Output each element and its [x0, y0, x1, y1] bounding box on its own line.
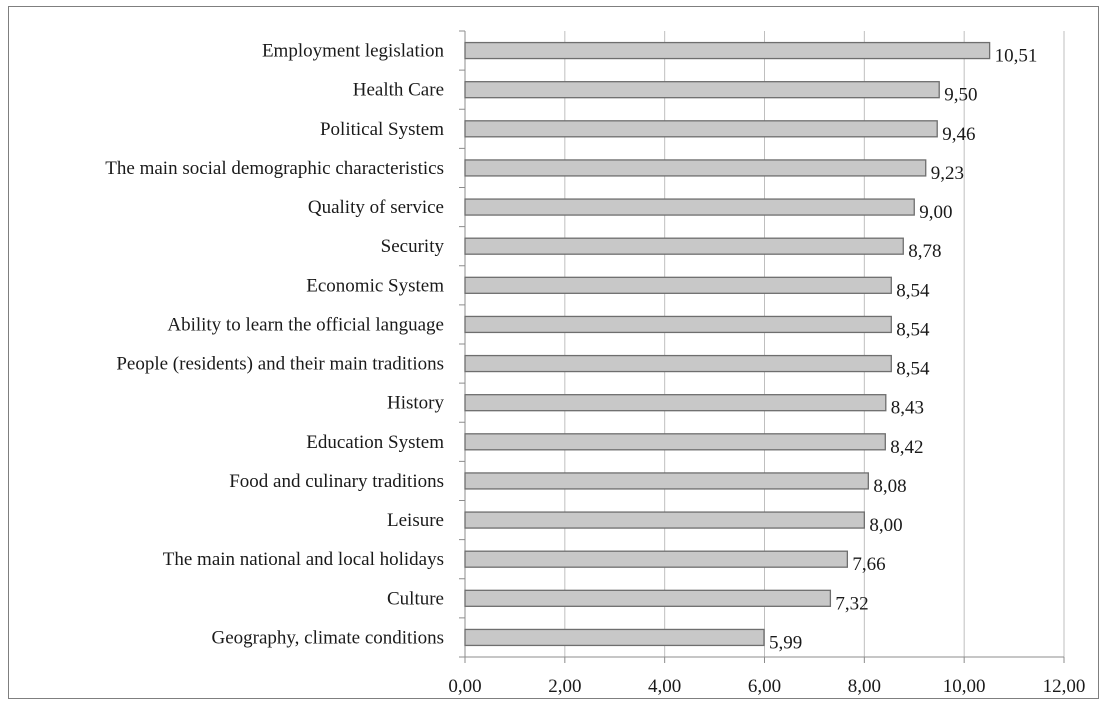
bar — [464, 198, 915, 216]
bar — [464, 472, 869, 490]
category-label: Health Care — [353, 80, 444, 101]
category-label: Leisure — [387, 510, 444, 531]
value-label: 9,50 — [944, 85, 977, 106]
bar — [464, 81, 940, 99]
category-label: History — [387, 393, 445, 414]
value-label: 8,54 — [896, 359, 930, 380]
value-label: 8,54 — [896, 280, 930, 301]
x-tick-label: 4,00 — [648, 676, 681, 697]
category-label: The main social demographic characterist… — [105, 158, 444, 179]
category-label: Ability to learn the official language — [167, 314, 444, 335]
x-tick-label: 12,00 — [1043, 676, 1086, 697]
bar — [464, 354, 892, 373]
category-label: The main national and local holidays — [163, 549, 444, 570]
category-label: Security — [381, 236, 445, 257]
value-label: 9,46 — [942, 124, 975, 145]
bar — [464, 276, 892, 294]
value-label: 5,99 — [769, 632, 802, 653]
value-label: 10,51 — [995, 46, 1038, 67]
x-tick-label: 0,00 — [448, 676, 481, 697]
value-label: 9,23 — [931, 163, 964, 184]
bar — [464, 159, 927, 177]
value-label: 8,42 — [890, 437, 923, 458]
x-tick-label: 6,00 — [748, 676, 781, 697]
bar — [464, 120, 938, 138]
value-label: 9,00 — [919, 202, 952, 223]
bar — [464, 394, 887, 412]
value-label: 8,43 — [891, 398, 924, 419]
x-tick-label: 10,00 — [943, 676, 986, 697]
bar — [464, 433, 886, 451]
category-label: Food and culinary traditions — [229, 471, 444, 492]
category-label: Economic System — [306, 275, 444, 296]
category-label: Quality of service — [308, 197, 444, 218]
value-label: 8,00 — [869, 515, 902, 536]
category-label: Geography, climate conditions — [211, 627, 444, 648]
category-label: People (residents) and their main tradit… — [116, 354, 444, 375]
category-label: Education System — [306, 432, 444, 453]
bar — [464, 589, 832, 607]
value-label: 8,08 — [873, 476, 906, 497]
chart-frame — [8, 6, 1099, 699]
category-label: Political System — [320, 119, 444, 140]
value-label: 7,32 — [835, 593, 868, 614]
x-tick-label: 8,00 — [848, 676, 881, 697]
bar — [464, 237, 904, 255]
bar — [464, 550, 849, 568]
bar — [464, 315, 892, 334]
value-label: 7,66 — [852, 554, 885, 575]
x-tick-label: 2,00 — [548, 676, 581, 697]
category-label: Culture — [387, 588, 444, 609]
bar — [464, 511, 865, 529]
value-label: 8,54 — [896, 319, 930, 340]
bar — [464, 41, 991, 60]
category-label: Employment legislation — [262, 41, 445, 62]
value-label: 8,78 — [908, 241, 941, 262]
bar — [464, 628, 765, 647]
